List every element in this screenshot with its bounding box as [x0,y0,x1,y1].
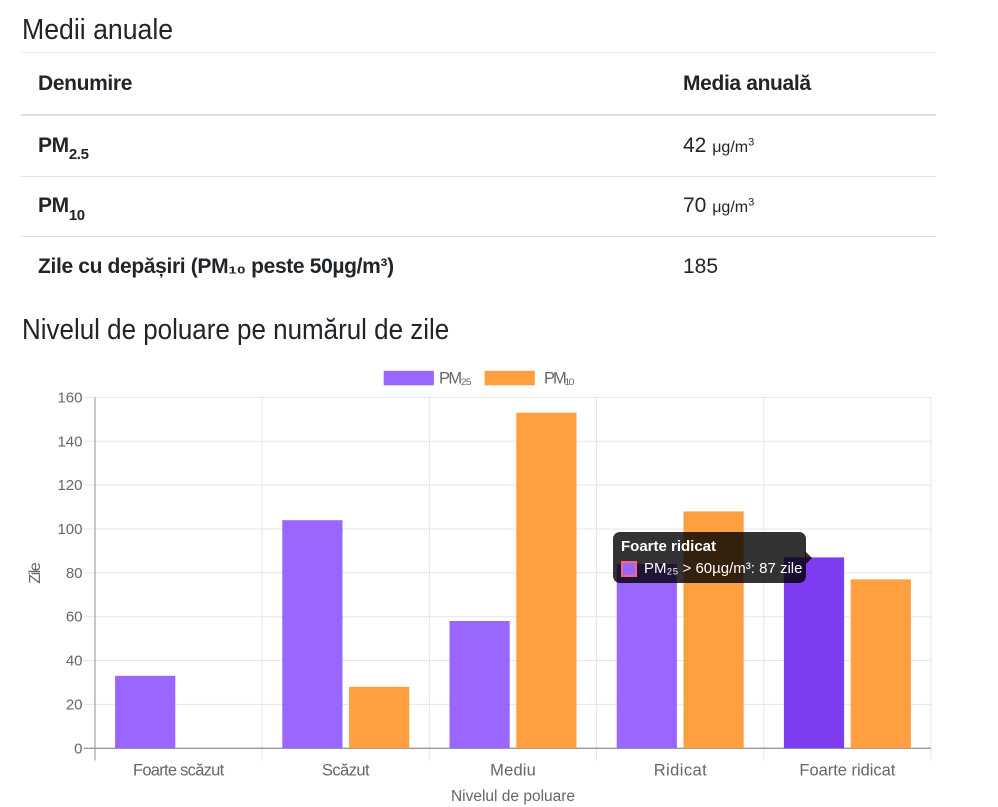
svg-text:60: 60 [66,609,83,626]
svg-text:PM₂₅: PM₂₅ [439,370,472,388]
svg-text:40: 40 [66,653,83,670]
svg-text:PM₁₀: PM₁₀ [544,370,575,388]
svg-text:Nivelul de poluare: Nivelul de poluare [451,788,575,805]
svg-text:Foarte scăzut: Foarte scăzut [133,762,225,780]
svg-text:0: 0 [74,740,82,757]
svg-text:Scăzut: Scăzut [322,762,370,780]
svg-text:20: 20 [66,696,83,713]
svg-text:Mediu: Mediu [490,762,536,780]
svg-text:140: 140 [57,433,82,450]
svg-text:80: 80 [66,565,83,582]
svg-text:Foarte ridicat: Foarte ridicat [799,762,895,780]
svg-text:160: 160 [57,389,82,406]
svg-text:100: 100 [57,521,82,538]
svg-text:Ridicat: Ridicat [654,762,707,780]
svg-text:120: 120 [57,477,82,494]
svg-text:Zile: Zile [27,562,44,584]
